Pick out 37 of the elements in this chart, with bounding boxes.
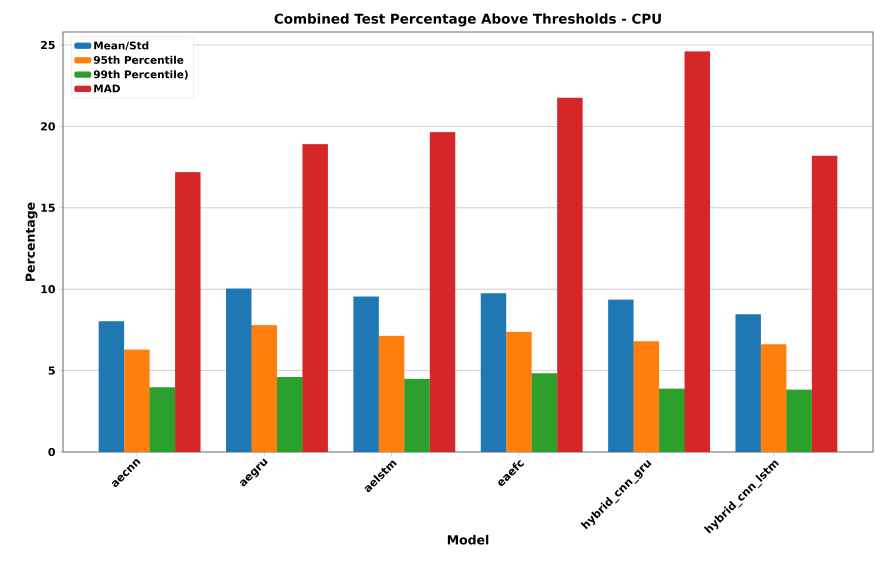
bar (506, 332, 532, 452)
y-tick-label: 10 (41, 285, 55, 294)
bar (252, 325, 277, 452)
bar (353, 296, 379, 452)
bar (659, 388, 685, 452)
bar (684, 51, 710, 452)
chart-title: Combined Test Percentage Above Thresholds - CPU (274, 13, 661, 26)
legend-label: 95th Percentile (94, 56, 184, 64)
bar (98, 321, 124, 452)
y-tick-label: 5 (48, 366, 55, 375)
bar (226, 288, 252, 452)
bar (150, 387, 176, 452)
legend-label: 99th Percentile) (94, 70, 188, 80)
bar (404, 378, 430, 452)
bar (760, 344, 786, 452)
y-axis-title: Percentage (26, 202, 38, 281)
y-tick-label: 25 (41, 40, 55, 50)
bar (480, 293, 506, 452)
x-axis-title: Model (448, 534, 488, 545)
bar (430, 132, 456, 452)
bar (608, 300, 634, 452)
legend-label: Mean/Std (94, 41, 148, 50)
bar (302, 144, 328, 452)
y-tick-label: 0 (48, 448, 55, 456)
bar (532, 373, 558, 452)
y-tick-label: 20 (41, 122, 55, 131)
bar (175, 172, 201, 452)
y-tick-label: 15 (41, 204, 55, 212)
bar (557, 98, 583, 452)
bar (276, 376, 302, 452)
bar (634, 341, 660, 452)
legend-label: MAD (94, 84, 120, 92)
bar (786, 390, 812, 452)
bar (378, 336, 404, 452)
bar (124, 350, 150, 452)
bar (812, 156, 838, 452)
bar (735, 314, 761, 452)
